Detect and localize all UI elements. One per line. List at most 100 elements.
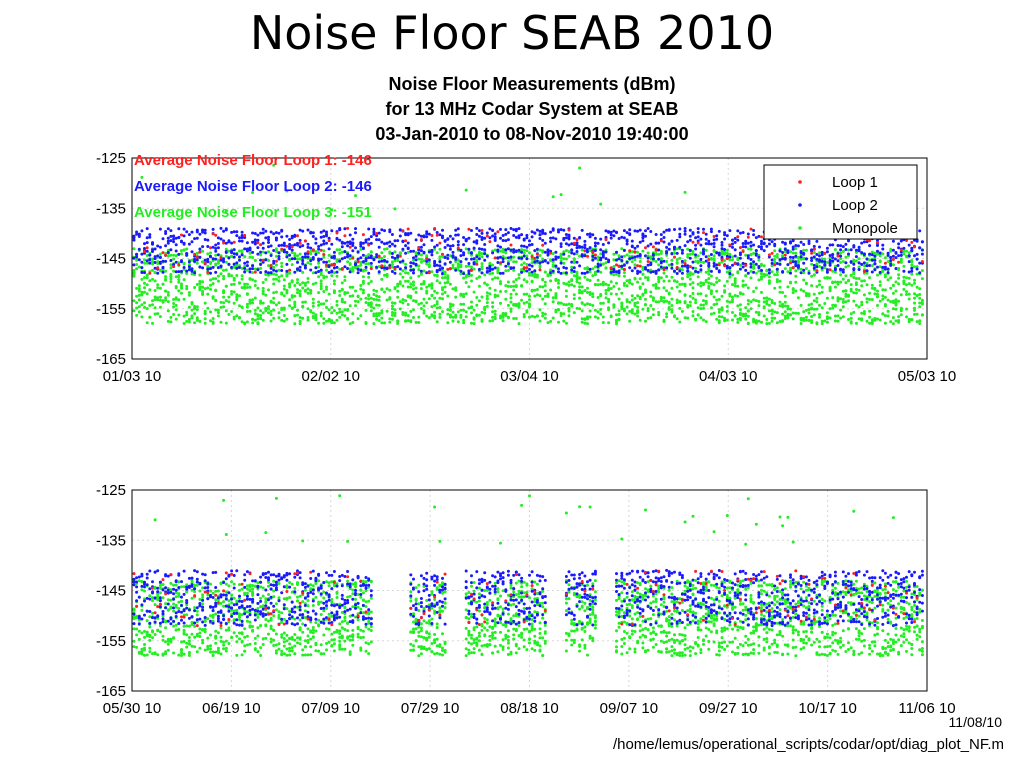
point-monopole [852,291,856,295]
point-loop-2 [198,617,202,621]
point-monopole [467,274,471,278]
point-monopole [543,270,547,274]
point-loop-2 [301,259,305,263]
point-monopole [185,319,189,323]
point-loop-2 [143,582,146,586]
point-loop-2 [891,239,895,243]
point-monopole [804,318,808,322]
point-monopole [435,320,439,324]
point-loop-2 [253,238,257,242]
point-monopole [330,306,334,309]
point-monopole [612,252,616,256]
point-loop-2 [770,240,774,244]
point-monopole [359,263,363,267]
point-loop-2 [156,614,160,618]
point-loop-1 [169,573,173,577]
point-monopole [630,282,634,286]
point-monopole [509,300,513,304]
point-loop-1 [298,241,302,245]
point-monopole [878,283,882,287]
point-monopole [298,322,302,326]
point-loop-2 [802,252,806,256]
point-monopole [725,299,729,303]
point-loop-1 [172,265,176,269]
point-loop-2 [143,613,146,617]
point-monopole [459,302,463,306]
point-loop-2 [253,232,257,235]
point-loop-2 [499,227,502,231]
point-monopole [549,258,553,262]
point-loop-2 [422,234,426,238]
point-monopole [638,287,642,290]
point-loop-2 [243,267,247,270]
point-monopole [870,322,874,326]
point-loop-2 [810,259,814,262]
point-monopole [522,261,526,265]
point-monopole [562,261,566,265]
point-loop-2 [451,244,455,248]
point-monopole [272,301,276,305]
point-monopole [169,280,173,284]
point-loop-2 [493,232,497,236]
point-loop-2 [224,577,228,581]
point-loop-2 [480,271,484,275]
point-monopole [182,297,186,301]
point-loop-2 [778,249,782,253]
point-monopole [332,321,336,325]
y-tick-label: -125 [96,150,126,167]
point-monopole [327,308,331,312]
point-monopole [852,272,856,276]
point-monopole [296,257,299,261]
point-loop-2 [649,230,653,233]
point-loop-1 [261,258,265,262]
point-monopole [209,650,212,654]
point-monopole [728,300,732,304]
point-loop-2 [335,270,339,274]
point-loop-2 [485,254,489,258]
point-loop-2 [767,271,771,275]
point-monopole [240,305,244,309]
point-loop-1 [749,227,753,231]
point-loop-2 [794,244,798,247]
point-loop-2 [361,246,365,250]
point-loop-2 [612,234,616,238]
point-loop-2 [709,269,713,273]
point-monopole [164,650,168,654]
point-loop-2 [622,236,626,240]
point-loop-2 [253,242,257,246]
point-loop-2 [256,268,260,272]
point-monopole [267,250,270,254]
point-monopole [525,263,529,266]
point-loop-2 [876,249,879,253]
point-loop-2 [506,247,510,251]
point-monopole [799,322,803,325]
point-loop-2 [446,257,450,260]
point-monopole [599,292,603,296]
point-monopole [852,299,856,303]
point-loop-2 [414,238,418,242]
point-loop-2 [694,243,698,247]
point-monopole [860,279,864,283]
point-monopole [773,258,777,261]
point-loop-2 [609,236,613,240]
point-loop-2 [151,241,154,245]
point-loop-2 [354,227,357,231]
point-loop-1 [622,268,626,271]
point-monopole [564,282,568,286]
point-monopole [907,320,911,324]
point-loop-2 [251,231,255,235]
point-loop-2 [504,239,508,243]
point-monopole [775,321,779,325]
point-monopole [409,296,413,300]
point-monopole [322,317,326,321]
point-monopole [148,304,152,307]
point-loop-1 [812,247,816,251]
point-loop-2 [733,237,737,240]
point-monopole [551,316,555,320]
point-loop-2 [264,229,268,233]
point-loop-1 [836,254,840,258]
point-loop-2 [148,258,152,262]
point-loop-2 [190,267,194,271]
point-loop-2 [638,253,642,256]
point-monopole [535,293,539,297]
